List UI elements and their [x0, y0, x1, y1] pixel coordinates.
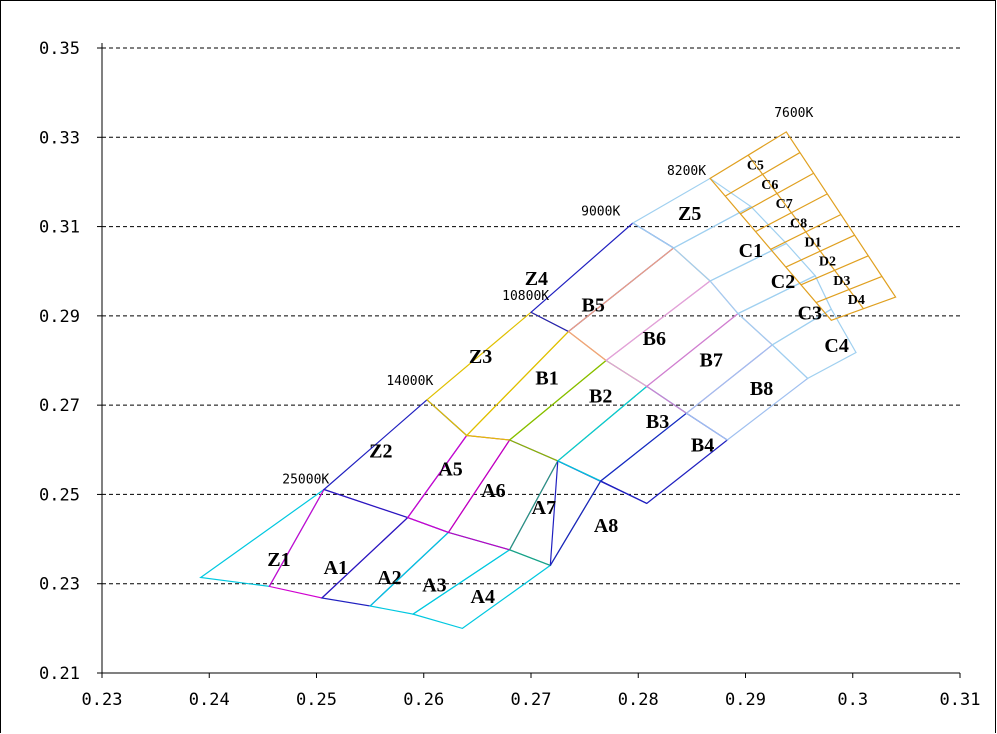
bin-label-z2: Z2: [369, 441, 392, 463]
bin-label-b7: B7: [700, 350, 723, 372]
x-tick-label: 0.27: [511, 690, 552, 710]
bin-label-b6: B6: [643, 328, 666, 350]
bin-polygons: [199, 177, 857, 630]
bin-label-c8: C8: [790, 216, 807, 231]
orange-bin-grid: [709, 131, 897, 322]
bin-label-a3: A3: [422, 575, 446, 597]
orange-column-line: [747, 154, 864, 310]
y-tick-label: 0.21: [39, 664, 80, 684]
x-tick-label: 0.23: [82, 690, 123, 710]
bin-label-b1: B1: [535, 367, 558, 389]
x-tick-label: 0.24: [189, 690, 230, 710]
bin-label-a4: A4: [471, 586, 495, 608]
bin-label-d3: D3: [833, 274, 850, 289]
bin-label-b2: B2: [589, 385, 612, 407]
orange-outline: [709, 131, 897, 322]
bin-label-c2: C2: [771, 271, 795, 293]
x-tick-label: 0.31: [940, 690, 981, 710]
bin-label-d1: D1: [804, 236, 821, 251]
cct-label: 25000K: [282, 472, 329, 487]
bin-label-z1: Z1: [267, 549, 290, 571]
x-tick-label: 0.26: [403, 690, 444, 710]
bin-label-b3: B3: [646, 411, 669, 433]
bin-label-c7: C7: [776, 197, 793, 212]
bin-label-a6: A6: [481, 480, 505, 502]
bin-label-d2: D2: [819, 255, 836, 270]
x-tick-label: 0.28: [618, 690, 659, 710]
y-tick-label: 0.35: [39, 39, 80, 59]
bin-label-d4: D4: [848, 293, 865, 308]
bin-label-c1: C1: [739, 240, 763, 262]
bin-label-c6: C6: [761, 178, 778, 193]
bin-label-c3: C3: [798, 302, 822, 324]
cct-labels: 25000K 14000K 10800K 9000K 8200K 7600K: [282, 106, 813, 487]
y-tick-label: 0.23: [39, 575, 80, 595]
bin-c4: [771, 308, 857, 380]
y-tick-label: 0.27: [39, 396, 80, 416]
cct-label: 10800K: [502, 289, 549, 304]
bin-label-c4: C4: [824, 335, 848, 357]
bin-label-b5: B5: [582, 295, 605, 317]
bin-a8: [549, 459, 648, 566]
bin-label-a1: A1: [324, 557, 348, 579]
bin-label-a7: A7: [532, 497, 556, 519]
bin-label-c5: C5: [747, 159, 764, 174]
cct-label: 14000K: [386, 374, 433, 389]
cct-label: 7600K: [774, 106, 813, 121]
bin-label-z4: Z4: [525, 268, 548, 290]
x-tick-label: 0.25: [296, 690, 337, 710]
axes: 0.210.230.250.270.290.310.330.350.23 0.24…: [39, 39, 980, 710]
bin-z1: [199, 489, 325, 588]
x-tick-label: 0.3: [837, 690, 868, 710]
bin-label-a8: A8: [594, 515, 618, 537]
bin-label-a2: A2: [377, 567, 401, 589]
y-tick-label: 0.25: [39, 485, 80, 505]
bin-label-a5: A5: [438, 459, 462, 481]
cct-label: 9000K: [581, 204, 620, 219]
cct-label: 8200K: [667, 164, 706, 179]
y-tick-label: 0.31: [39, 218, 80, 238]
y-tick-label: 0.33: [39, 128, 80, 148]
bin-label-b4: B4: [691, 434, 714, 456]
y-tick-label: 0.29: [39, 307, 80, 327]
x-tick-label: 0.29: [725, 690, 766, 710]
bin-label-b8: B8: [750, 378, 773, 400]
bin-label-z5: Z5: [678, 203, 701, 225]
bin-labels: C5 C6 C7 C8 D1 D2 D3 D4 Z1 A1 A2 A3 A4 Z2 A5 A6 A7 A8 Z3 B1…: [267, 159, 865, 608]
bin-b2: [508, 359, 648, 462]
bin-label-z3: Z3: [469, 346, 492, 368]
